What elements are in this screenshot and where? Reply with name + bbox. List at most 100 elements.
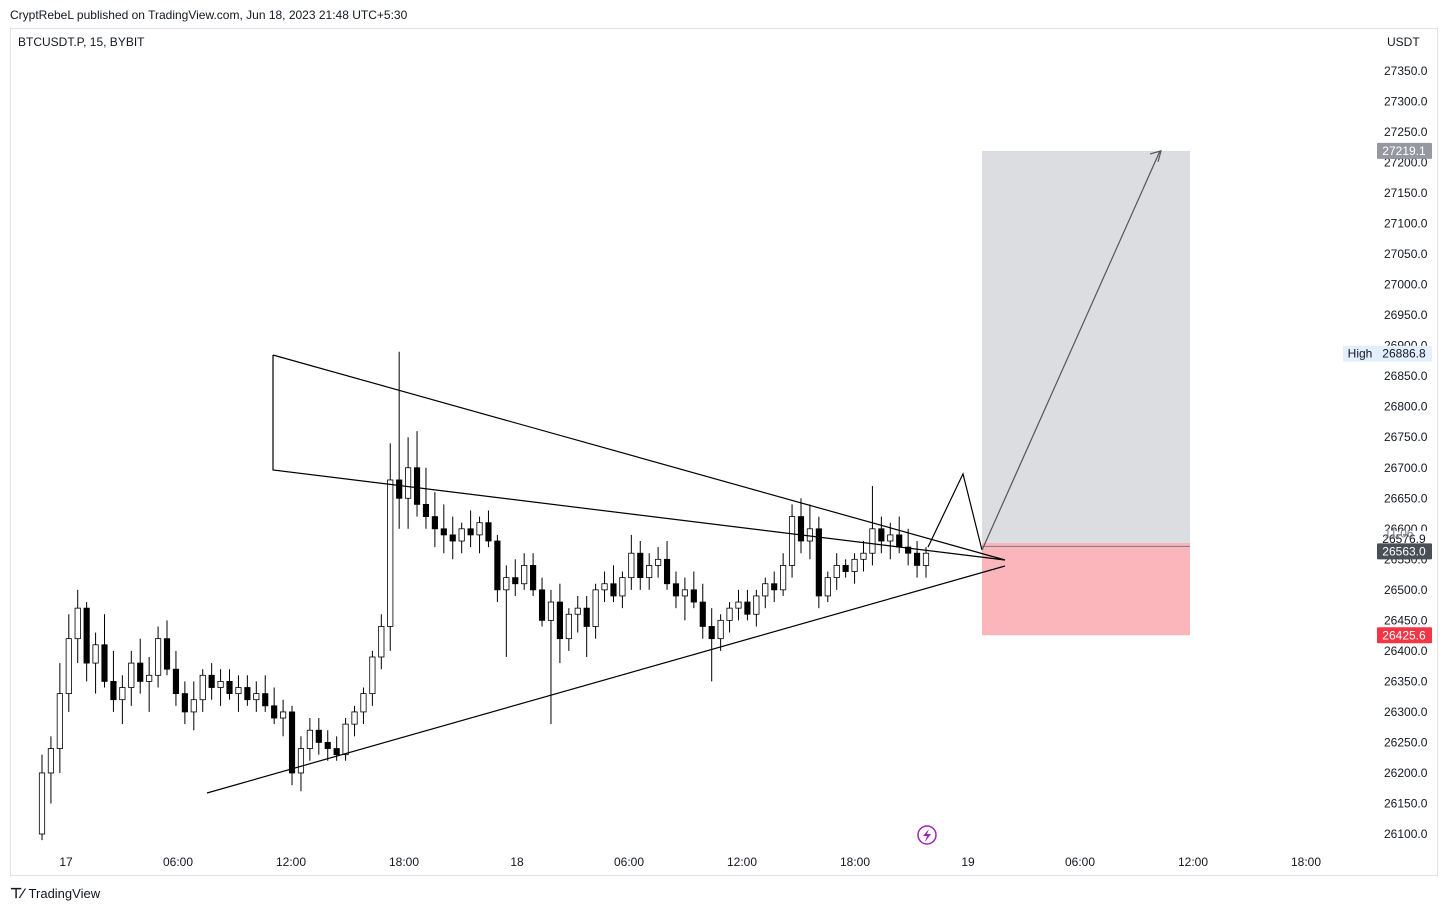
candle xyxy=(315,718,322,755)
candle-body xyxy=(413,467,421,505)
high-price-label-bg xyxy=(1377,345,1432,362)
price-axis[interactable]: 26100.0 26150.0 26200.0 26250.0 26300.0 26350… xyxy=(1384,64,1428,841)
y-tick-label: 26750.0 xyxy=(1384,430,1428,444)
candle-body xyxy=(547,601,555,621)
candle-body xyxy=(788,516,796,566)
candle xyxy=(467,510,474,548)
candle xyxy=(83,602,90,682)
candle xyxy=(351,705,358,737)
candle-body xyxy=(351,711,358,725)
y-tick-label: 26450.0 xyxy=(1384,613,1428,627)
candle-body xyxy=(521,565,528,585)
candle xyxy=(538,577,546,627)
candle xyxy=(574,595,581,633)
x-tick-label: 06:00 xyxy=(163,855,193,869)
candle-body xyxy=(592,589,599,627)
candle xyxy=(628,534,635,590)
candle-body xyxy=(92,644,99,664)
candle-body xyxy=(235,687,242,695)
candle-body xyxy=(467,528,474,536)
candle xyxy=(780,553,787,596)
y-tick-label: 26850.0 xyxy=(1384,369,1428,383)
candle-body xyxy=(851,558,858,572)
candle-body xyxy=(637,552,644,579)
candle xyxy=(360,687,367,725)
candle-body xyxy=(280,711,287,719)
candle xyxy=(172,650,180,706)
candle-body xyxy=(744,601,751,615)
stop-price-label-bg xyxy=(1377,627,1432,644)
candle xyxy=(851,553,858,584)
candle xyxy=(396,351,403,529)
candle-body xyxy=(324,742,331,749)
symbol-label[interactable]: BTCUSDT.P, 15, BYBIT xyxy=(18,35,145,49)
candle-body xyxy=(878,528,885,542)
candle xyxy=(556,583,563,664)
candle-body xyxy=(38,772,46,835)
candle-body xyxy=(199,674,206,701)
candle xyxy=(717,614,724,651)
candle xyxy=(833,553,840,590)
footer-brand[interactable]: ⊤⁄ TradingView xyxy=(10,885,100,902)
candle-body xyxy=(119,687,126,701)
lightning-icon[interactable] xyxy=(917,825,937,845)
candle xyxy=(163,620,171,676)
candle-body xyxy=(360,693,367,713)
candle xyxy=(592,583,599,639)
y-tick-label: 26200.0 xyxy=(1384,766,1428,780)
countdown-label: 11:06 xyxy=(1384,526,1413,540)
candle-body xyxy=(860,552,867,560)
candle xyxy=(190,681,197,731)
chart-frame[interactable] xyxy=(10,28,1438,876)
candle xyxy=(65,614,72,712)
triangle-top-edge xyxy=(272,354,1006,561)
candle-body xyxy=(565,613,572,640)
candle-body xyxy=(306,729,313,749)
candle-body xyxy=(628,552,635,579)
candle-body xyxy=(806,528,813,542)
candle-body xyxy=(440,528,447,536)
candle xyxy=(38,754,46,841)
y-tick-label: 27000.0 xyxy=(1384,278,1428,292)
candle-body xyxy=(431,516,438,530)
candle xyxy=(485,510,492,548)
target-arrowhead xyxy=(1149,150,1162,163)
candle xyxy=(735,589,742,621)
candle xyxy=(413,431,421,517)
candle-body xyxy=(503,577,510,591)
candle-body xyxy=(735,601,742,609)
x-tick-label: 18:00 xyxy=(1291,855,1321,869)
candle xyxy=(815,516,822,609)
x-tick-label: 18:00 xyxy=(389,855,419,869)
tradingview-logo-icon: ⊤⁄ xyxy=(10,885,24,901)
candle xyxy=(503,565,510,657)
candle xyxy=(217,669,224,706)
candle xyxy=(672,571,680,609)
x-tick-label: 19 xyxy=(961,855,975,869)
y-tick-label: 27200.0 xyxy=(1384,156,1428,170)
candle-body xyxy=(47,748,55,774)
candle-body xyxy=(128,662,135,688)
candle-body xyxy=(905,546,912,554)
candle-body xyxy=(512,577,519,585)
candle xyxy=(431,492,438,548)
candle xyxy=(905,528,912,566)
candle xyxy=(324,730,331,761)
candle-body xyxy=(387,479,394,627)
candle-body xyxy=(672,583,680,597)
x-tick-label: 06:00 xyxy=(1065,855,1095,869)
x-tick-label: 12:00 xyxy=(276,855,306,869)
candle-body xyxy=(226,681,233,695)
candle xyxy=(262,675,269,712)
candle xyxy=(47,736,55,804)
candle-body xyxy=(217,681,224,688)
candle-body xyxy=(655,558,662,566)
candle xyxy=(74,589,81,664)
triangle-lower-line xyxy=(206,565,1006,794)
candles xyxy=(38,351,930,841)
candle xyxy=(244,675,251,706)
y-tick-label: 26700.0 xyxy=(1384,461,1428,475)
candle-body xyxy=(172,668,180,695)
time-axis[interactable]: 17 06:00 12:00 18:00 18 06:00 12:00 18:00 19 06:0… xyxy=(59,855,1321,869)
